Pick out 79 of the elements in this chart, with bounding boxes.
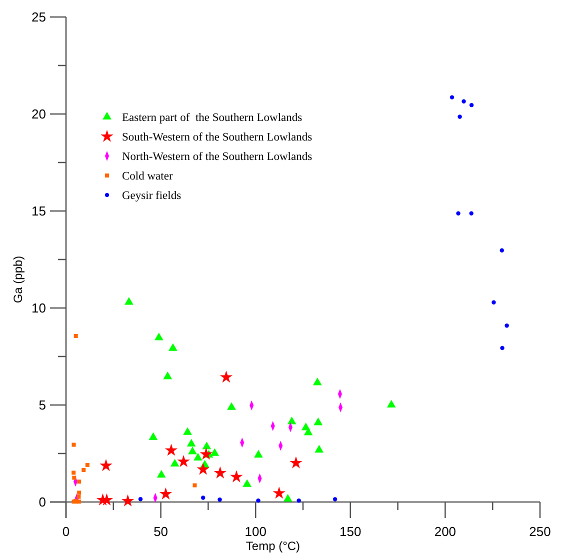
- y-axis-title: Ga (ppb): [11, 256, 25, 304]
- x-tick-label: 100: [244, 524, 266, 539]
- point: [72, 476, 76, 480]
- legend-label: Cold water: [122, 170, 173, 182]
- point: [283, 494, 292, 502]
- point: [504, 324, 509, 328]
- point: [202, 442, 212, 450]
- point: [163, 372, 172, 380]
- point: [77, 490, 82, 495]
- y-tick-label: 10: [32, 300, 46, 316]
- point: [188, 446, 197, 454]
- point: [156, 470, 166, 478]
- point: [469, 211, 474, 216]
- point: [183, 427, 192, 435]
- point: [242, 479, 252, 487]
- point: [254, 450, 263, 458]
- point: [500, 248, 504, 252]
- y-tick-label: 5: [38, 398, 46, 412]
- y-tick-label: 0: [38, 494, 46, 510]
- point: [72, 470, 76, 475]
- x-tick-label: 150: [340, 524, 362, 539]
- y-tick-label: 15: [32, 204, 46, 218]
- point: [72, 442, 76, 447]
- point: [177, 454, 190, 468]
- x-axis-title: Temp (°C): [246, 539, 300, 553]
- legend-label: North-Western of the Southern Lowlands: [122, 151, 313, 163]
- point: [462, 99, 466, 104]
- point: [220, 370, 233, 383]
- point: [121, 494, 134, 506]
- point: [218, 498, 222, 502]
- x-tick-label: 250: [529, 524, 551, 539]
- point: [214, 466, 226, 478]
- point: [230, 470, 243, 482]
- point: [200, 448, 212, 460]
- point: [386, 400, 396, 408]
- point: [272, 486, 286, 499]
- y-tick-label: 20: [32, 106, 46, 122]
- x-tick-label: 50: [154, 524, 168, 539]
- point: [287, 416, 296, 424]
- point: [192, 483, 197, 488]
- legend-label: Eastern part of the Southern Lowlands: [122, 112, 303, 124]
- point: [154, 332, 164, 340]
- point: [210, 448, 220, 456]
- point: [492, 300, 496, 304]
- x-tick-label: 200: [434, 524, 456, 539]
- point: [256, 498, 260, 503]
- point: [312, 378, 322, 386]
- legend-label: Geysir fields: [122, 190, 182, 202]
- point: [77, 480, 82, 484]
- point: [290, 456, 302, 468]
- point: [76, 494, 81, 499]
- point: [194, 452, 202, 461]
- point: [148, 432, 158, 440]
- point: [456, 211, 460, 216]
- point: [85, 462, 90, 467]
- point: [450, 95, 454, 100]
- point: [314, 418, 323, 426]
- point: [186, 438, 196, 447]
- point: [500, 346, 504, 350]
- point: [74, 334, 78, 338]
- point: [100, 459, 112, 472]
- point: [332, 497, 338, 502]
- point: [170, 458, 180, 467]
- y-tick-label: 25: [32, 10, 46, 24]
- point: [314, 444, 324, 453]
- point: [458, 114, 462, 119]
- point: [159, 487, 172, 500]
- legend-label: South-Western of the Southern Lowlands: [122, 132, 313, 144]
- point: [296, 498, 301, 503]
- point: [227, 402, 236, 410]
- x-tick-label: 0: [62, 524, 70, 539]
- point: [469, 102, 474, 108]
- point: [82, 468, 86, 472]
- point: [164, 444, 178, 456]
- point: [168, 343, 178, 351]
- point: [138, 496, 143, 502]
- point: [124, 297, 134, 305]
- point: [200, 496, 206, 500]
- point: [196, 462, 210, 475]
